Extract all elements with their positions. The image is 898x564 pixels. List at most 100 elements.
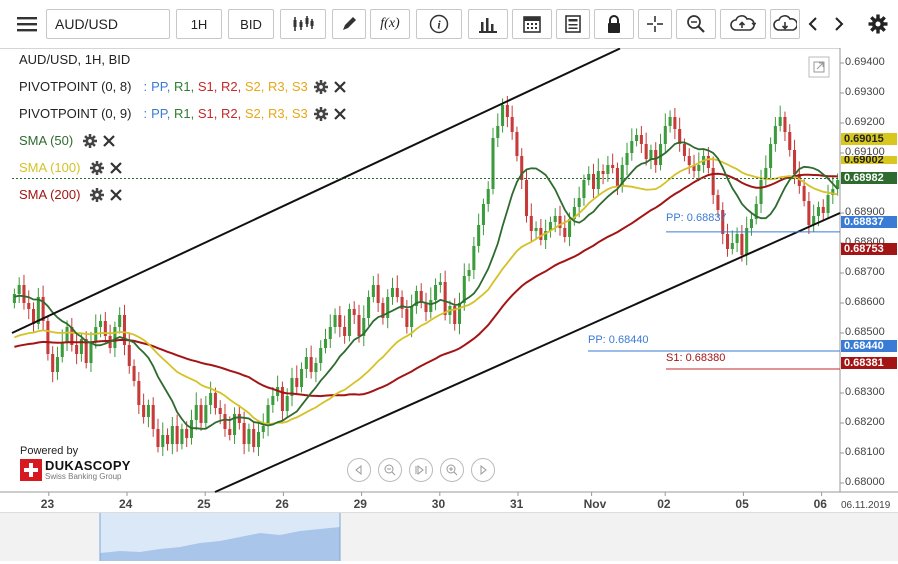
legend-sma-100: SMA (100) <box>19 160 123 175</box>
dukascopy-logo: DUKASCOPY Swiss Banking Group <box>20 459 131 481</box>
gear-icon[interactable] <box>313 106 328 121</box>
candle-bullish <box>209 393 213 405</box>
interval-selector[interactable]: 1H <box>176 9 222 39</box>
navigator-panel[interactable] <box>0 512 898 561</box>
candle-bullish <box>429 300 433 312</box>
pivot-r3-label: R3, <box>267 79 289 94</box>
lock-icon[interactable] <box>594 9 634 39</box>
calendar-icon[interactable] <box>512 9 552 39</box>
reset-view-icon[interactable] <box>409 458 433 482</box>
candle-bullish <box>745 228 749 255</box>
chart-type-icon[interactable] <box>280 9 326 39</box>
chart-navigation <box>347 458 495 482</box>
powered-by-text: Powered by <box>20 445 79 457</box>
candle-bullish <box>769 144 773 168</box>
swiss-cross-icon <box>20 459 42 481</box>
close-icon[interactable] <box>103 134 115 147</box>
candle-bullish <box>735 234 739 243</box>
candle-bearish <box>41 297 45 321</box>
gear-icon[interactable] <box>313 79 328 94</box>
candle-bullish <box>261 426 265 432</box>
pivot-pp-label: PP, <box>151 106 171 121</box>
sma100-price-box: 0.69002 <box>841 156 897 164</box>
date-label: 06.11.2019 <box>841 500 891 511</box>
price-side-selector[interactable]: BID <box>228 9 274 39</box>
brand-tagline: Swiss Banking Group <box>45 472 122 481</box>
crosshair-icon[interactable] <box>638 9 672 39</box>
candle-bullish <box>65 327 69 342</box>
candle-bullish <box>572 207 576 219</box>
last-price-box: 0.69015 <box>841 133 897 145</box>
x-tick-label: 23 <box>40 497 55 511</box>
template-icon[interactable] <box>556 9 590 39</box>
cloud-upload-icon[interactable] <box>720 9 766 39</box>
candle-bullish <box>831 189 835 195</box>
zoom-icon[interactable] <box>676 9 716 39</box>
candle-bearish <box>228 429 232 435</box>
candle-bearish <box>352 309 356 315</box>
zoom-in-icon[interactable] <box>440 458 464 482</box>
candle-bullish <box>367 297 371 318</box>
pivot-name: PIVOTPOINT (0, 8) <box>19 79 132 94</box>
cloud-download-icon[interactable] <box>770 9 800 39</box>
pivot-s2-label: S2, <box>244 106 265 121</box>
candle-bullish <box>113 327 117 348</box>
function-icon[interactable]: f(x) <box>370 9 410 39</box>
close-icon[interactable] <box>110 161 123 174</box>
candle-bullish <box>36 297 40 324</box>
candle-bullish <box>630 141 634 153</box>
pivot-name: PIVOTPOINT (0, 9) <box>19 106 132 121</box>
close-icon[interactable] <box>333 80 346 93</box>
y-tick-label: 0.68500 <box>845 326 885 338</box>
legend-pivot-1: PIVOTPOINT (0, 8) : PP, R1, S1, R2, S2, … <box>19 79 346 94</box>
candle-bearish <box>821 207 825 213</box>
sma200-label: SMA (200) <box>19 187 81 202</box>
candle-bearish <box>127 345 131 366</box>
candle-bullish <box>328 327 332 339</box>
candle-bearish <box>654 150 658 165</box>
candle-bullish <box>347 309 351 336</box>
candle-bullish <box>548 222 552 231</box>
candle-bearish <box>682 144 686 156</box>
symbol-selector[interactable]: AUD/USD <box>46 9 170 39</box>
hamburger-menu-icon[interactable] <box>10 9 44 39</box>
close-icon[interactable] <box>333 107 346 120</box>
brand-name: DUKASCOPY <box>45 458 131 473</box>
candle-bullish <box>170 426 174 444</box>
candle-bearish <box>381 303 385 318</box>
candle-bullish <box>501 105 505 126</box>
pivot-pp-label: PP, <box>151 79 171 94</box>
candle-bullish <box>457 303 462 324</box>
price-chart[interactable] <box>0 48 898 560</box>
candle-bullish <box>362 318 366 336</box>
x-tick-label: 30 <box>431 497 446 511</box>
expand-icon[interactable] <box>808 56 830 78</box>
draw-pencil-icon[interactable] <box>332 9 366 39</box>
chevron-left-icon[interactable] <box>802 9 824 39</box>
candle-bullish <box>577 198 581 207</box>
scroll-left-icon[interactable] <box>347 458 371 482</box>
candle-bullish <box>491 138 495 189</box>
candle-bullish <box>816 207 820 216</box>
candle-bullish <box>17 285 21 294</box>
navigator-area <box>100 527 340 561</box>
info-icon[interactable]: i <box>416 9 462 39</box>
y-tick-label: 0.68900 <box>845 206 885 218</box>
scroll-right-icon[interactable] <box>471 458 495 482</box>
candle-bearish <box>558 216 562 228</box>
zoom-out-icon[interactable] <box>378 458 402 482</box>
chevron-right-icon[interactable] <box>828 9 850 39</box>
pivot-r1-label: R1, <box>173 79 195 94</box>
candle-bearish <box>601 171 605 174</box>
gear-icon[interactable] <box>90 187 105 202</box>
settings-gear-icon[interactable] <box>864 9 892 39</box>
bar-chart-icon[interactable] <box>468 9 508 39</box>
candle-bearish <box>223 414 227 429</box>
candle-bearish <box>716 195 720 210</box>
candle-bullish <box>481 204 485 225</box>
candle-bearish <box>252 429 256 447</box>
close-icon[interactable] <box>110 188 123 201</box>
gear-icon[interactable] <box>90 160 105 175</box>
candle-bearish <box>338 315 342 327</box>
gear-icon[interactable] <box>83 133 98 148</box>
